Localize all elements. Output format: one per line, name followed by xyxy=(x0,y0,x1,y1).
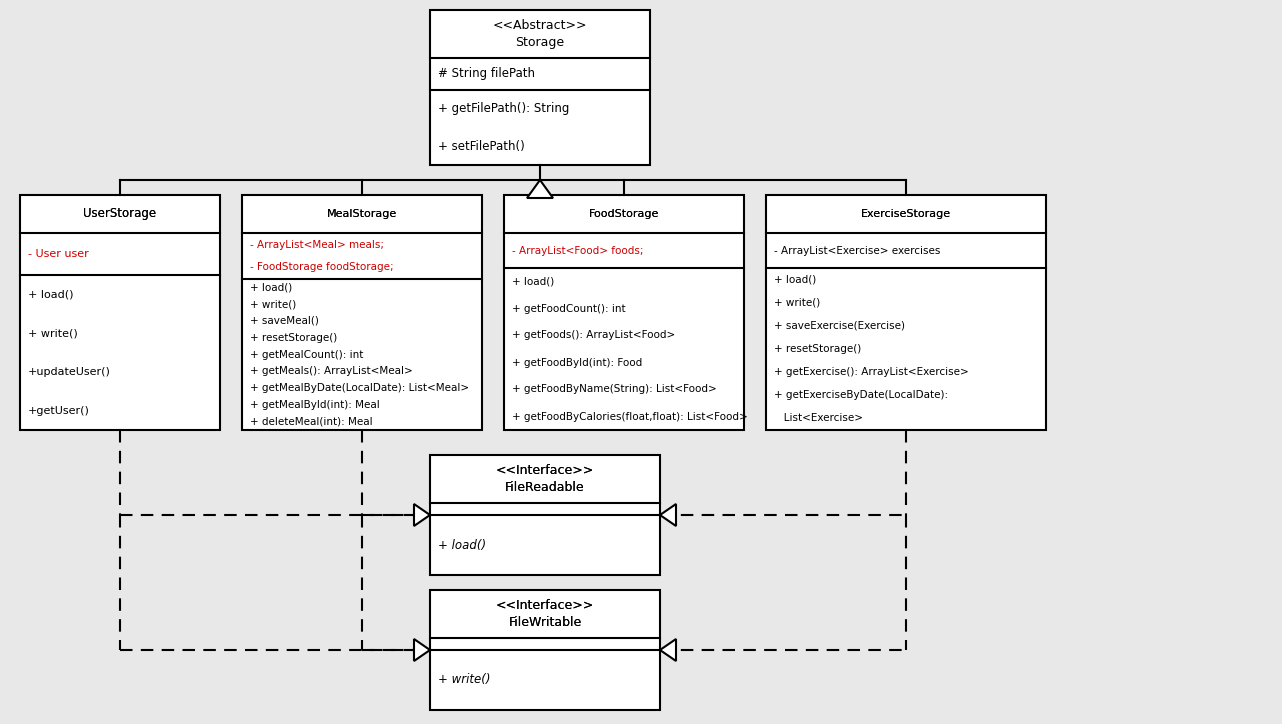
Text: FoodStorage: FoodStorage xyxy=(588,209,659,219)
Text: - User user: - User user xyxy=(28,249,88,259)
Text: - ArrayList<Food> foods;: - ArrayList<Food> foods; xyxy=(512,245,644,256)
Text: MealStorage: MealStorage xyxy=(327,209,397,219)
Text: <<Interface>>
FileReadable: <<Interface>> FileReadable xyxy=(496,464,594,494)
Text: + load(): + load() xyxy=(512,277,554,287)
Text: + load(): + load() xyxy=(28,290,73,300)
Text: + getFoods(): ArrayList<Food>: + getFoods(): ArrayList<Food> xyxy=(512,330,676,340)
Text: + write(): + write() xyxy=(28,328,78,338)
Bar xyxy=(429,10,650,165)
Text: + load(): + load() xyxy=(438,539,486,552)
Text: ExerciseStorage: ExerciseStorage xyxy=(862,209,951,219)
Text: + load(): + load() xyxy=(774,274,817,285)
Text: + resetStorage(): + resetStorage() xyxy=(250,333,337,342)
Text: + load(): + load() xyxy=(250,282,292,292)
Text: - ArrayList<Meal> meals;: - ArrayList<Meal> meals; xyxy=(250,240,385,250)
Bar xyxy=(429,455,660,575)
Text: + getFilePath(): String: + getFilePath(): String xyxy=(438,102,569,115)
Text: + getFoodByCalories(float,float): List<Food>: + getFoodByCalories(float,float): List<F… xyxy=(512,411,747,421)
Text: + getMealCount(): int: + getMealCount(): int xyxy=(250,350,363,360)
Bar xyxy=(242,195,482,430)
Polygon shape xyxy=(527,180,553,198)
Text: + resetStorage(): + resetStorage() xyxy=(774,344,862,354)
Text: + setFilePath(): + setFilePath() xyxy=(438,140,524,153)
Polygon shape xyxy=(660,639,676,661)
Text: UserStorage: UserStorage xyxy=(83,208,156,221)
Polygon shape xyxy=(414,504,429,526)
Text: List<Exercise>: List<Exercise> xyxy=(774,413,863,424)
Text: - ArrayList<Exercise> exercises: - ArrayList<Exercise> exercises xyxy=(774,245,941,256)
Text: + write(): + write() xyxy=(250,299,296,309)
Text: ExerciseStorage: ExerciseStorage xyxy=(862,209,951,219)
Text: + write(): + write() xyxy=(774,298,820,308)
Bar xyxy=(504,195,744,430)
Text: <<Interface>>
FileWritable: <<Interface>> FileWritable xyxy=(496,599,594,629)
Text: + getFoodCount(): int: + getFoodCount(): int xyxy=(512,303,626,313)
Text: + getMealById(int): Meal: + getMealById(int): Meal xyxy=(250,400,379,410)
Text: <<Interface>>
FileReadable: <<Interface>> FileReadable xyxy=(496,464,594,494)
Bar xyxy=(429,590,660,710)
Bar xyxy=(21,195,221,430)
Bar xyxy=(767,195,1046,430)
Text: + getExerciseByDate(LocalDate):: + getExerciseByDate(LocalDate): xyxy=(774,390,949,400)
Text: +updateUser(): +updateUser() xyxy=(28,367,110,377)
Text: + deleteMeal(int): Meal: + deleteMeal(int): Meal xyxy=(250,416,373,426)
Text: + getFoodById(int): Food: + getFoodById(int): Food xyxy=(512,358,642,368)
Text: + getExercise(): ArrayList<Exercise>: + getExercise(): ArrayList<Exercise> xyxy=(774,367,969,377)
Text: + saveMeal(): + saveMeal() xyxy=(250,316,319,326)
Text: +getUser(): +getUser() xyxy=(28,405,90,416)
Text: MealStorage: MealStorage xyxy=(327,209,397,219)
Text: <<Interface>>
FileWritable: <<Interface>> FileWritable xyxy=(496,599,594,629)
Text: + write(): + write() xyxy=(438,673,491,686)
Text: + getMealByDate(LocalDate): List<Meal>: + getMealByDate(LocalDate): List<Meal> xyxy=(250,383,469,393)
Text: + saveExercise(Exercise): + saveExercise(Exercise) xyxy=(774,321,905,331)
Text: - FoodStorage foodStorage;: - FoodStorage foodStorage; xyxy=(250,263,394,272)
Text: UserStorage: UserStorage xyxy=(83,208,156,221)
Polygon shape xyxy=(414,639,429,661)
Polygon shape xyxy=(660,504,676,526)
Text: + getFoodByName(String): List<Food>: + getFoodByName(String): List<Food> xyxy=(512,384,717,395)
Text: FoodStorage: FoodStorage xyxy=(588,209,659,219)
Text: + getMeals(): ArrayList<Meal>: + getMeals(): ArrayList<Meal> xyxy=(250,366,413,376)
Text: # String filePath: # String filePath xyxy=(438,67,535,80)
Text: <<Abstract>>
Storage: <<Abstract>> Storage xyxy=(492,19,587,49)
